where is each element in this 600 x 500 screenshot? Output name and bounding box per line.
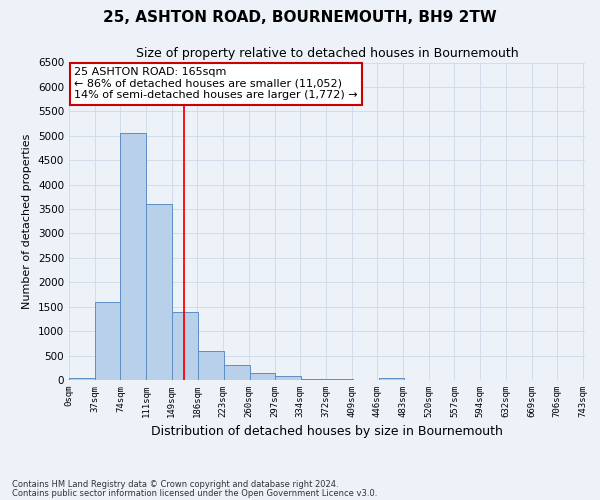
Bar [301,379,326,380]
Bar [275,376,301,380]
Bar [379,378,404,380]
Text: 25 ASHTON ROAD: 165sqm
← 86% of detached houses are smaller (11,052)
14% of semi: 25 ASHTON ROAD: 165sqm ← 86% of detached… [74,68,358,100]
Bar [146,204,172,380]
Bar [69,378,95,380]
Y-axis label: Number of detached properties: Number of detached properties [22,134,32,309]
Bar [95,302,121,380]
Bar [172,312,198,380]
Text: 25, ASHTON ROAD, BOURNEMOUTH, BH9 2TW: 25, ASHTON ROAD, BOURNEMOUTH, BH9 2TW [103,10,497,25]
Bar [224,366,250,380]
X-axis label: Distribution of detached houses by size in Bournemouth: Distribution of detached houses by size … [151,426,503,438]
Bar [121,134,146,380]
Text: Contains public sector information licensed under the Open Government Licence v3: Contains public sector information licen… [12,489,377,498]
Text: Contains HM Land Registry data © Crown copyright and database right 2024.: Contains HM Land Registry data © Crown c… [12,480,338,489]
Title: Size of property relative to detached houses in Bournemouth: Size of property relative to detached ho… [136,47,518,60]
Bar [198,350,224,380]
Bar [250,372,275,380]
